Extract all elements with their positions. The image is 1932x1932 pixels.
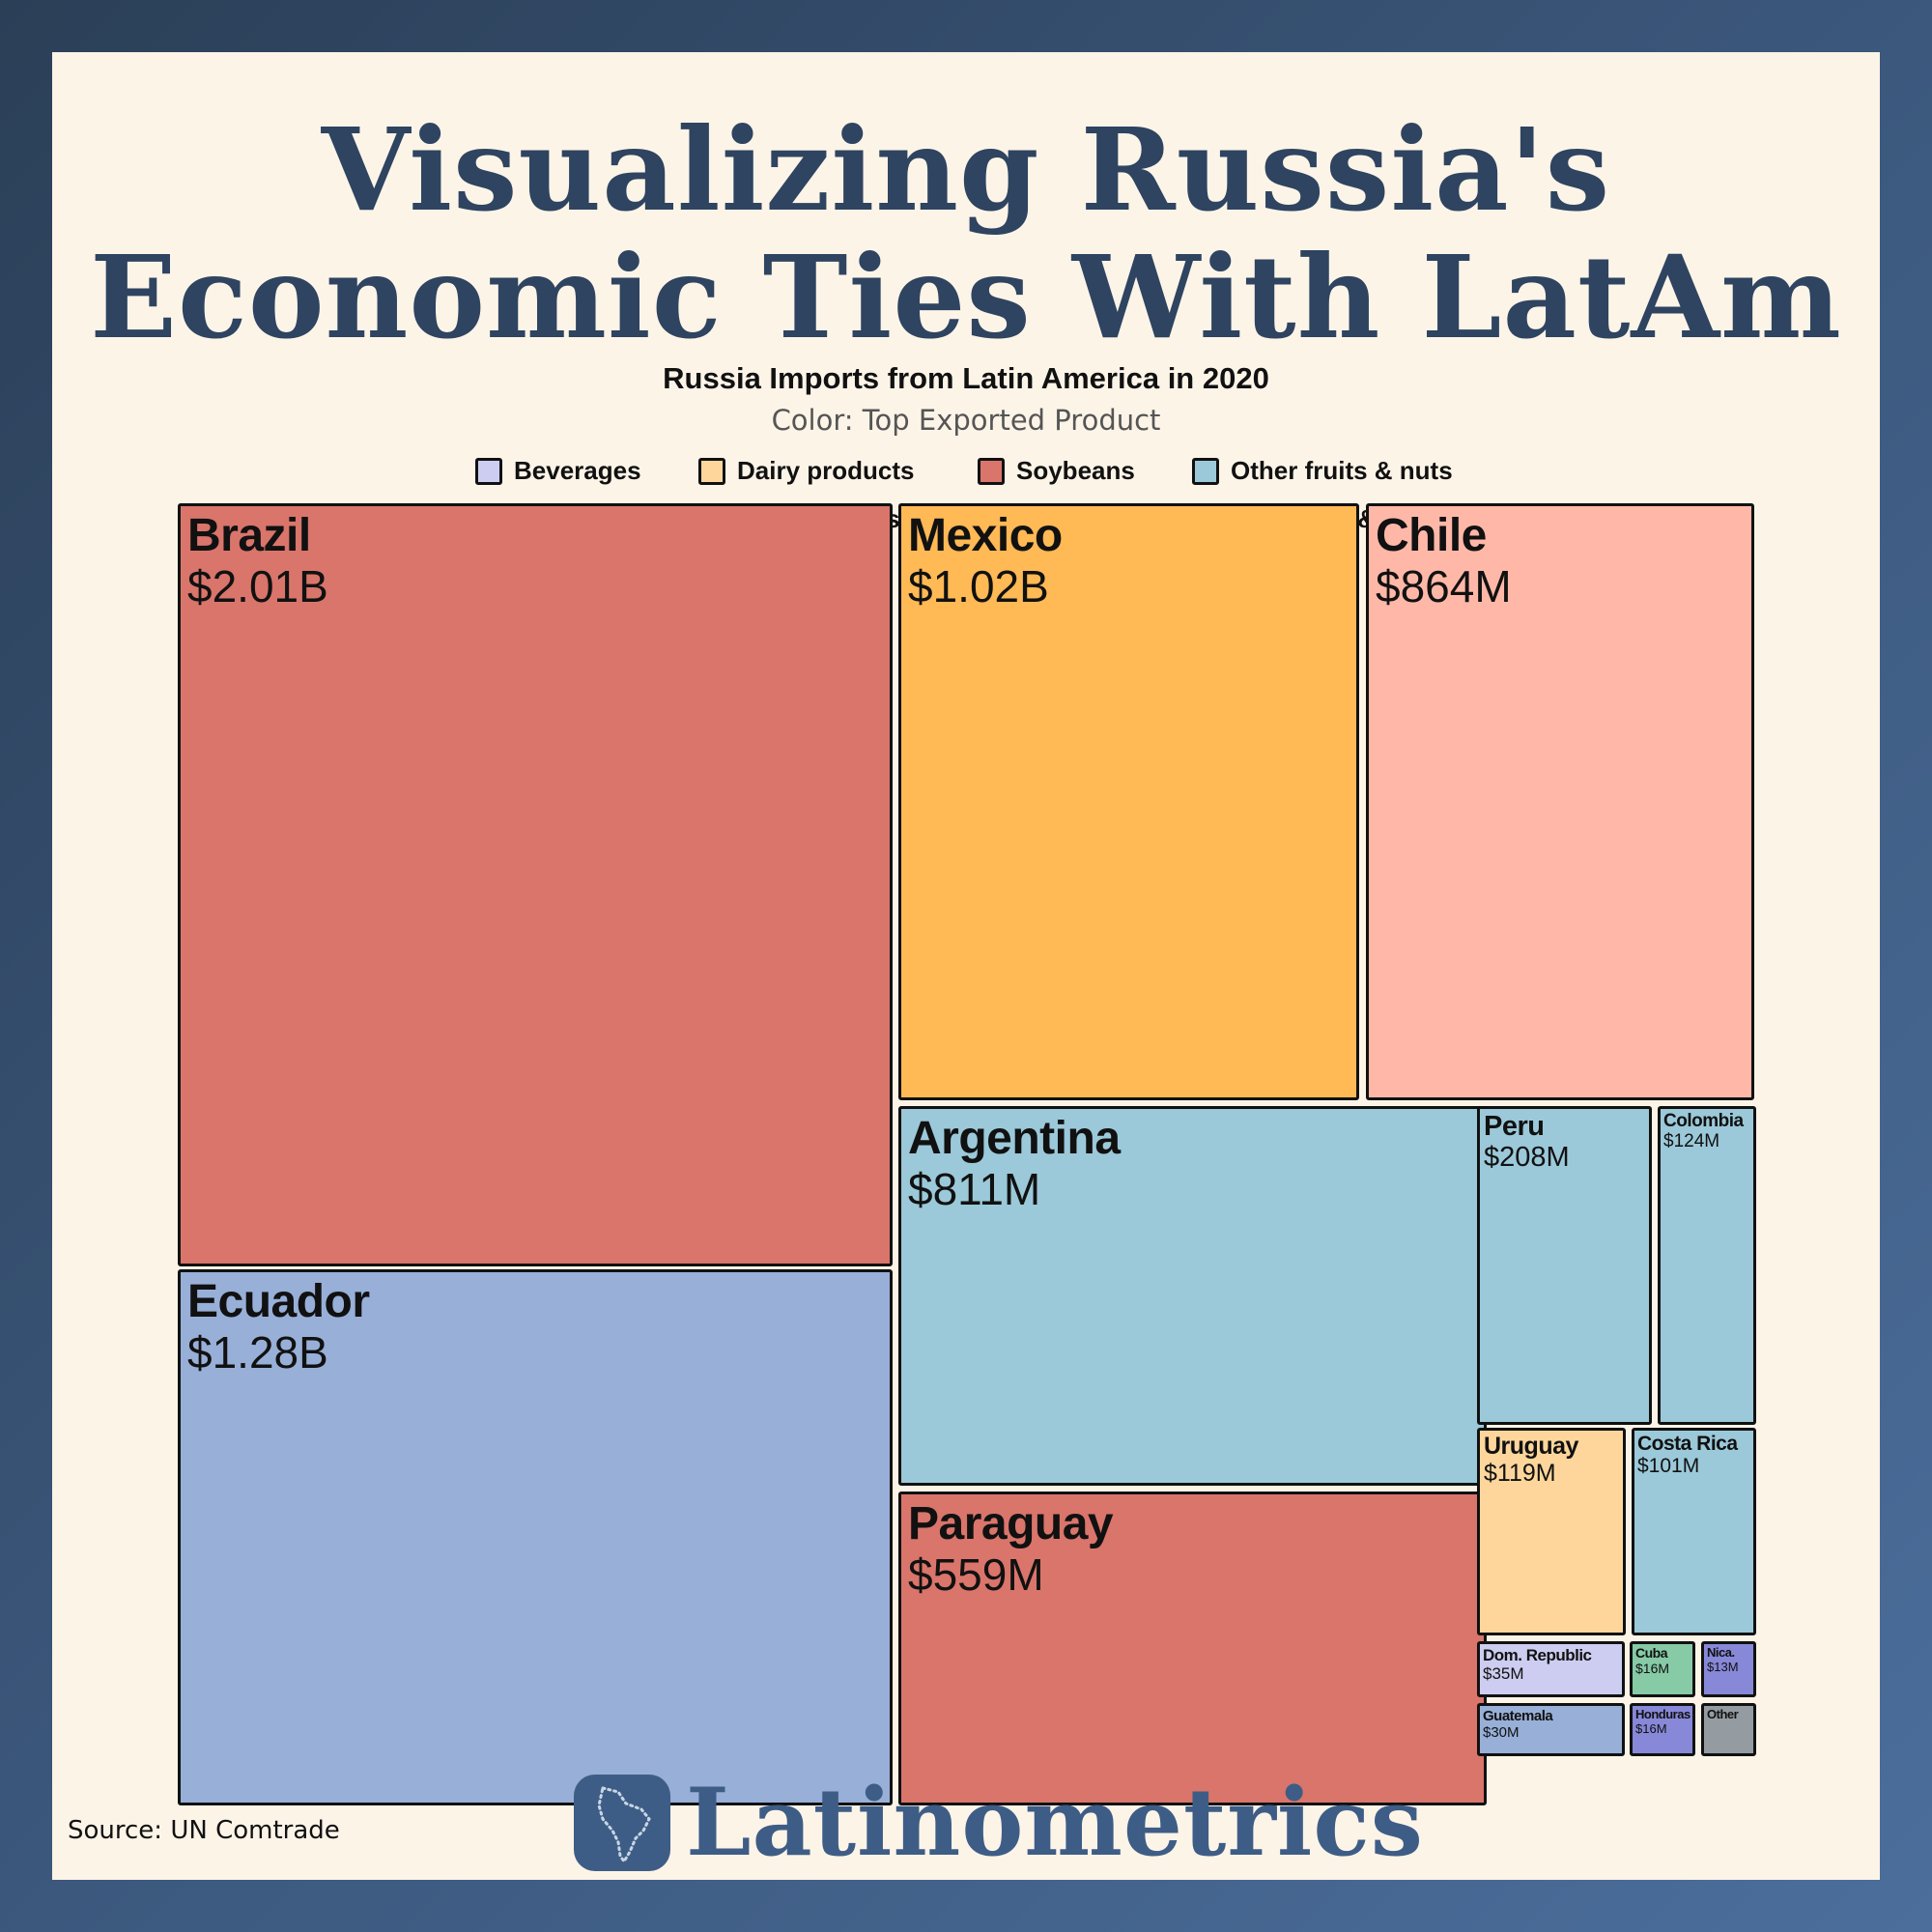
tile-country-label: Honduras bbox=[1635, 1707, 1690, 1721]
tile-country-label: Cuba bbox=[1635, 1645, 1668, 1661]
color-note: Color: Top Exported Product bbox=[771, 404, 1161, 437]
tile-country-label: Peru bbox=[1484, 1111, 1545, 1142]
treemap-tile[interactable]: Brazil $2.01B bbox=[178, 503, 893, 1266]
tile-country-label: Colombia bbox=[1663, 1111, 1744, 1131]
treemap-tile[interactable]: Costa Rica $101M bbox=[1632, 1428, 1756, 1635]
legend-item: Soybeans bbox=[978, 456, 1135, 486]
tile-value-label: $811M bbox=[908, 1164, 1041, 1214]
legend-item: Dairy products bbox=[698, 456, 915, 486]
legend-swatch bbox=[1192, 457, 1219, 485]
tile-value-label: $119M bbox=[1484, 1460, 1556, 1487]
tile-value-label: $1.28B bbox=[187, 1327, 328, 1378]
tile-country-label: Paraguay bbox=[908, 1498, 1114, 1549]
tile-country-label: Other bbox=[1707, 1707, 1739, 1721]
tile-country-label: Uruguay bbox=[1484, 1433, 1578, 1460]
legend-swatch bbox=[978, 457, 1005, 485]
page-title: Visualizing Russia's Economic Ties With … bbox=[52, 106, 1880, 361]
legend-label: Dairy products bbox=[737, 456, 915, 485]
tile-value-label: $124M bbox=[1663, 1131, 1720, 1151]
treemap-tile[interactable]: Dom. Republic $35M bbox=[1477, 1641, 1625, 1697]
brand-name: Latinometrics bbox=[686, 1768, 1424, 1877]
tile-value-label: $864M bbox=[1376, 561, 1512, 611]
treemap-tile[interactable]: Argentina $811M bbox=[898, 1106, 1487, 1486]
tile-value-label: $2.01B bbox=[187, 561, 328, 611]
legend-label: Soybeans bbox=[1016, 456, 1135, 485]
tile-country-label: Nica. bbox=[1707, 1645, 1735, 1660]
tile-country-label: Brazil bbox=[187, 510, 311, 561]
treemap-tile[interactable]: Chile $864M bbox=[1366, 503, 1754, 1100]
treemap-tile[interactable]: Other bbox=[1701, 1703, 1756, 1756]
legend-item: Other fruits & nuts bbox=[1192, 456, 1453, 486]
treemap-chart: Brazil $2.01B Ecuador $1.28B Mexico $1.02B Chi… bbox=[52, 52, 1880, 1880]
title-line-1: Visualizing Russia's bbox=[321, 102, 1611, 237]
tile-country-label: Chile bbox=[1376, 510, 1487, 561]
tile-country-label: Mexico bbox=[908, 510, 1063, 561]
tile-country-label: Argentina bbox=[908, 1113, 1121, 1164]
legend-label: Beverages bbox=[514, 456, 641, 485]
treemap-tile[interactable]: Colombia $124M bbox=[1658, 1106, 1756, 1425]
legend-label: Other fruits & nuts bbox=[1231, 456, 1453, 485]
tile-value-label: $13M bbox=[1707, 1660, 1739, 1674]
source-note: Source: UN Comtrade bbox=[68, 1816, 340, 1845]
title-line-2: Economic Ties With LatAm bbox=[90, 230, 1842, 364]
treemap-tile[interactable]: Mexico $1.02B bbox=[898, 503, 1359, 1100]
latin-america-map-icon bbox=[574, 1774, 670, 1871]
brand: Latinometrics bbox=[574, 1768, 1424, 1877]
treemap-tile[interactable]: Guatemala $30M bbox=[1477, 1703, 1625, 1756]
legend-swatch bbox=[698, 457, 725, 485]
infographic-card: Visualizing Russia's Economic Ties With … bbox=[52, 52, 1880, 1880]
tile-value-label: $35M bbox=[1483, 1664, 1524, 1683]
tile-value-label: $16M bbox=[1635, 1661, 1670, 1676]
treemap-tile[interactable]: Ecuador $1.28B bbox=[178, 1269, 893, 1805]
treemap-tile[interactable]: Peru $208M bbox=[1477, 1106, 1652, 1425]
legend-item: Beverages bbox=[475, 456, 641, 486]
chart-subtitle: Russia Imports from Latin America in 202… bbox=[663, 361, 1269, 395]
treemap-tile[interactable]: Honduras $16M bbox=[1630, 1703, 1695, 1756]
treemap-tile[interactable]: Uruguay $119M bbox=[1477, 1428, 1626, 1635]
tile-value-label: $1.02B bbox=[908, 561, 1049, 611]
tile-value-label: $16M bbox=[1635, 1721, 1667, 1736]
tile-value-label: $208M bbox=[1484, 1142, 1570, 1173]
tile-country-label: Guatemala bbox=[1483, 1708, 1553, 1724]
legend-swatch bbox=[475, 457, 502, 485]
treemap-tile[interactable]: Paraguay $559M bbox=[898, 1492, 1487, 1805]
tile-country-label: Ecuador bbox=[187, 1276, 370, 1327]
tile-value-label: $101M bbox=[1637, 1455, 1700, 1477]
tile-country-label: Costa Rica bbox=[1637, 1433, 1738, 1455]
treemap-tile[interactable]: Nica. $13M bbox=[1701, 1641, 1756, 1697]
treemap-tile[interactable]: Cuba $16M bbox=[1630, 1641, 1695, 1697]
tile-value-label: $30M bbox=[1483, 1724, 1520, 1741]
tile-country-label: Dom. Republic bbox=[1483, 1646, 1592, 1664]
tile-value-label: $559M bbox=[908, 1549, 1044, 1600]
